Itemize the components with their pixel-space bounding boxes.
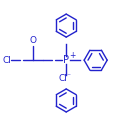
- Text: Cl: Cl: [3, 56, 11, 65]
- Text: +: +: [69, 51, 75, 60]
- Text: ⁻: ⁻: [67, 71, 70, 80]
- Text: Cl: Cl: [59, 74, 68, 83]
- Text: P: P: [63, 55, 69, 65]
- Text: O: O: [29, 36, 36, 45]
